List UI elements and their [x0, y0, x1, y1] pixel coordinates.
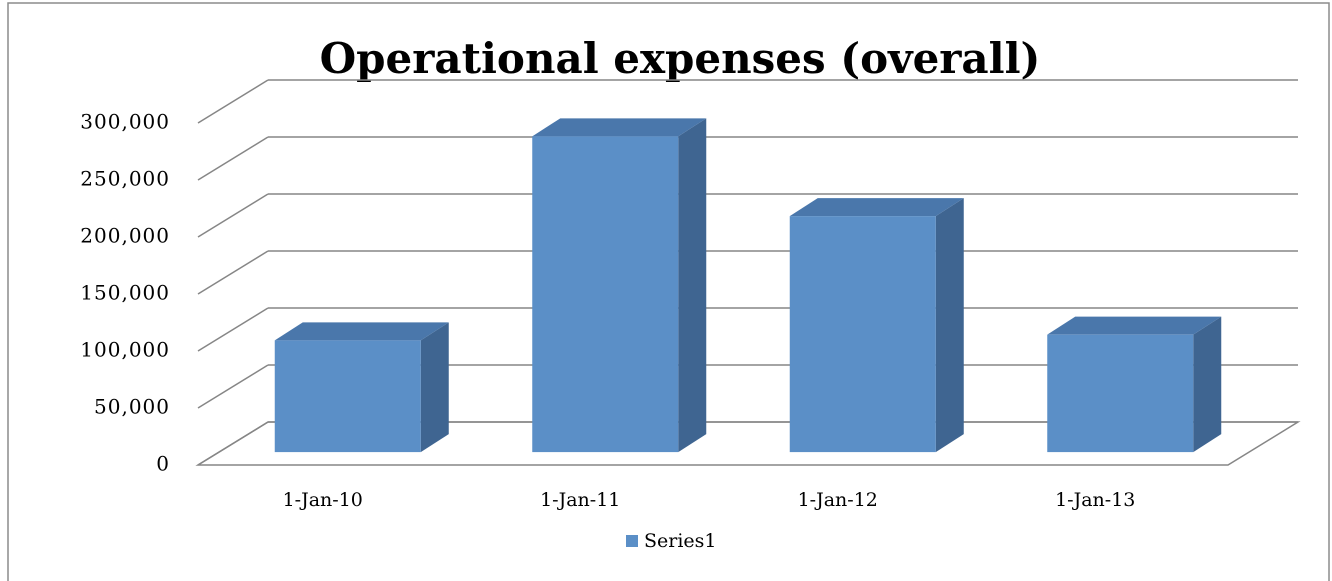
x-tick-label: 1-Jan-11 [540, 489, 620, 511]
y-tick-label: 150,000 [80, 281, 170, 305]
side-grid-line [197, 136, 269, 181]
y-tick-label: 100,000 [80, 338, 170, 362]
bar-top [532, 118, 707, 137]
bar [1047, 334, 1194, 453]
y-tick-label: 300,000 [80, 110, 170, 134]
bar [532, 136, 679, 453]
chart-title: Operational expenses (overall) [320, 34, 1041, 83]
side-grid-line [197, 193, 269, 238]
bar-top [1047, 316, 1222, 335]
side-grid-line [197, 79, 269, 124]
legend-label: Series1 [644, 530, 717, 552]
y-tick-label: 250,000 [80, 167, 170, 191]
side-grid-line [197, 364, 269, 409]
x-tick-label: 1-Jan-10 [283, 489, 363, 511]
bar-side [1193, 316, 1222, 453]
side-grid-line [197, 307, 269, 352]
bar [789, 216, 936, 453]
bar-side [420, 322, 449, 453]
bar-top [789, 198, 964, 217]
legend-swatch [626, 535, 638, 547]
y-tick-label: 200,000 [80, 224, 170, 248]
side-grid-line [197, 421, 269, 466]
x-tick-label: 1-Jan-12 [798, 489, 878, 511]
side-grid-line [197, 250, 269, 295]
y-tick-label: 50,000 [94, 395, 170, 419]
bar-side [678, 118, 707, 453]
bar-top [274, 322, 449, 341]
bar-side [935, 198, 964, 453]
y-tick-label: 0 [156, 452, 170, 476]
x-tick-label: 1-Jan-13 [1055, 489, 1135, 511]
bar [274, 340, 421, 453]
